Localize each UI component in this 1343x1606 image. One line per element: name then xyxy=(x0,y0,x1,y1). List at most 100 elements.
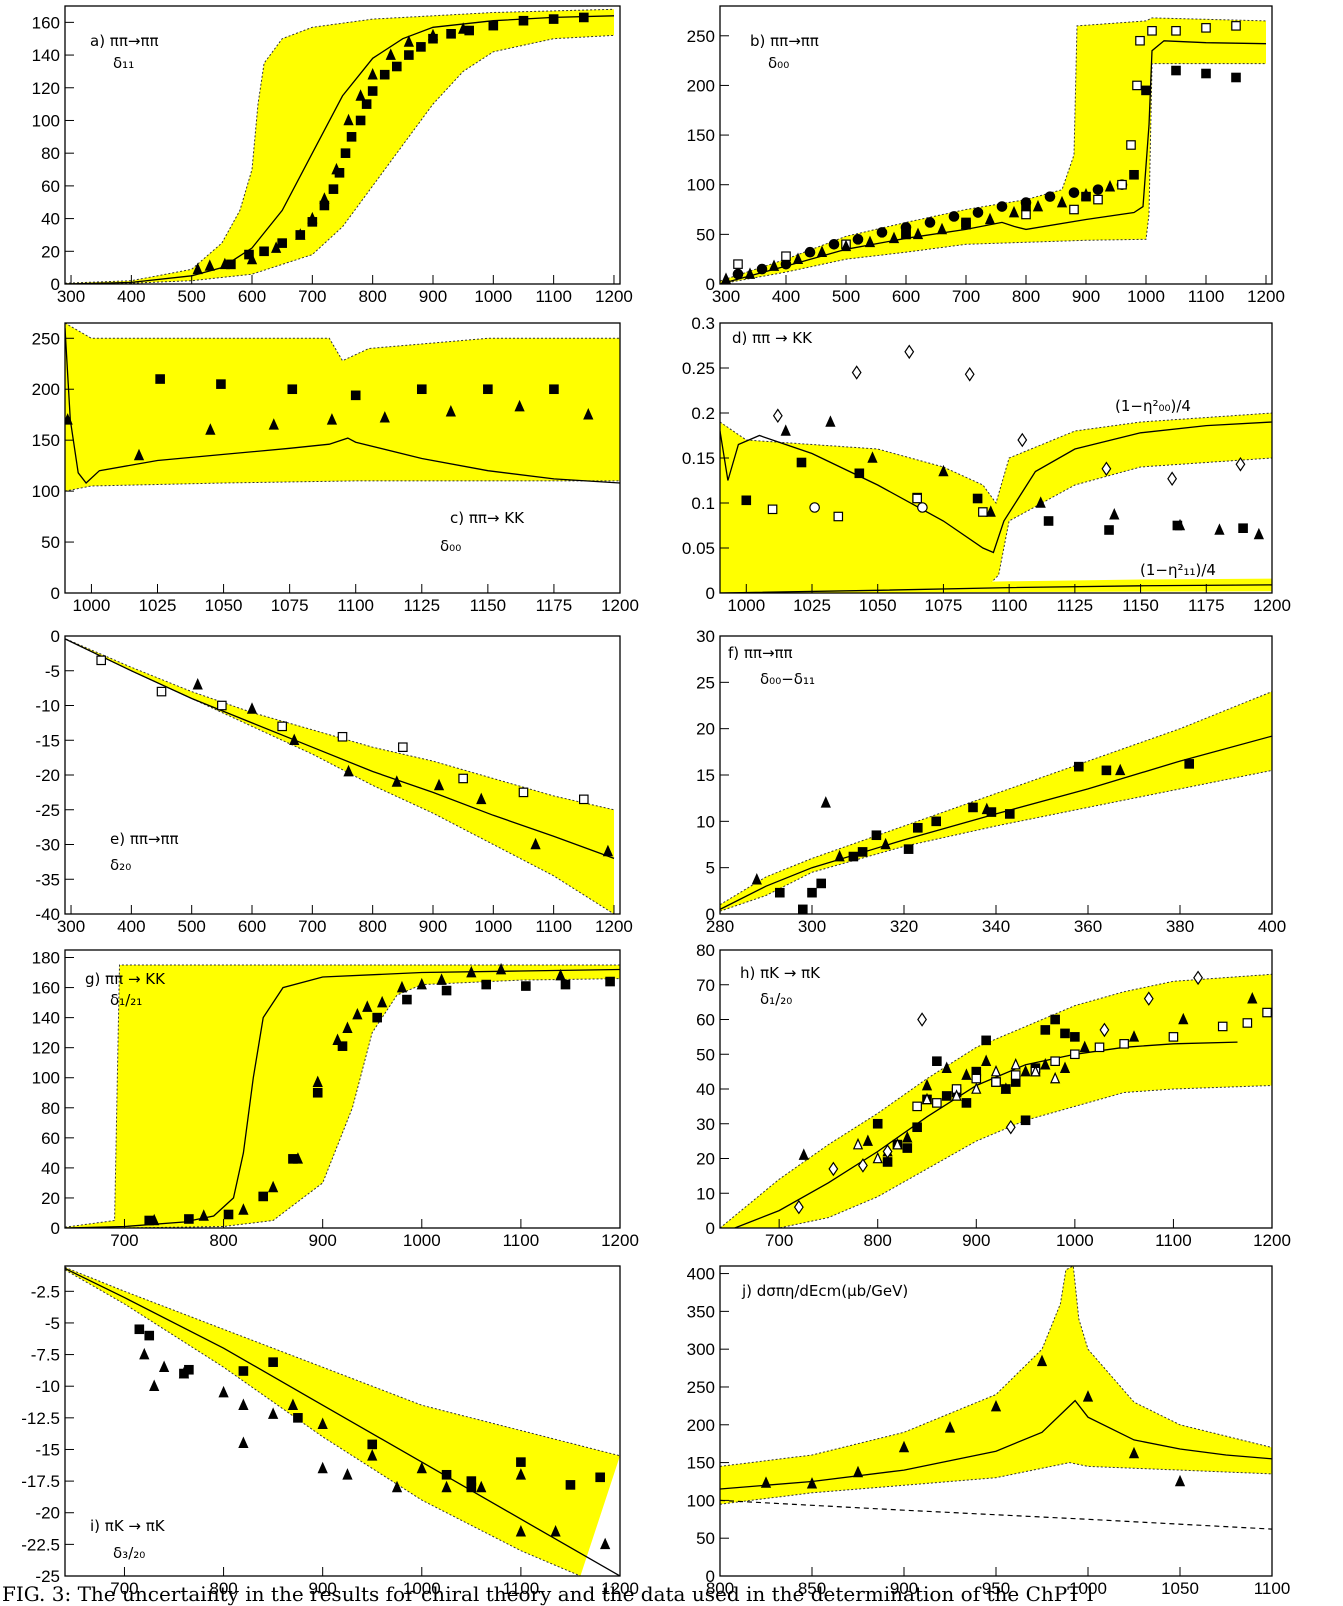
panel-label: a) ππ→ππ xyxy=(90,32,159,50)
uncertainty-band xyxy=(720,1266,1272,1505)
data-point-triangle xyxy=(1082,1390,1094,1402)
data-point-square xyxy=(337,1041,348,1051)
x-tick-label: 1200 xyxy=(601,596,639,615)
y-tick-label: 120 xyxy=(32,79,60,98)
data-point-triangle xyxy=(530,837,541,850)
panel-c: 1000 1025 1050 1075 1100 1125 1150 1175 1200 0 50 1… xyxy=(32,322,639,615)
data-point-open-square xyxy=(1201,23,1211,33)
data-point-triangle xyxy=(343,113,354,126)
x-tick-label: 1000 xyxy=(727,596,765,615)
band-lower-edge xyxy=(720,1462,1272,1505)
panel-label: f) ππ→ππ xyxy=(728,644,793,662)
data-point-open-square xyxy=(398,742,408,752)
data-point-open-triangle xyxy=(852,1137,864,1150)
data-point-square xyxy=(1141,85,1151,96)
data-point-square xyxy=(560,979,571,990)
theory-curve xyxy=(65,638,615,860)
plot-area xyxy=(65,962,620,1228)
data-point-triangle xyxy=(307,211,318,224)
uncertainty-band xyxy=(65,1267,620,1576)
data-point-open-square xyxy=(1231,21,1241,31)
x-tick-label: 1000 xyxy=(1069,1579,1107,1598)
data-point-square xyxy=(416,384,427,395)
data-point-open-square xyxy=(912,1101,922,1112)
data-point-square xyxy=(521,981,531,991)
plot-area xyxy=(720,17,1267,284)
y-tick-label: 60 xyxy=(41,177,60,196)
x-tick-label: 800 xyxy=(1012,287,1040,306)
data-point-open-triangle xyxy=(1050,1071,1061,1084)
data-point-open-diamond xyxy=(1193,970,1203,986)
x-tick-label: 800 xyxy=(358,917,386,936)
data-point-triangle xyxy=(317,1417,328,1429)
data-point-triangle xyxy=(880,837,891,850)
panel-label: d) ππ → KK xyxy=(732,329,813,347)
data-point-square xyxy=(391,61,402,72)
data-point-triangle xyxy=(798,1148,809,1160)
y-tick-label: 40 xyxy=(41,1159,60,1178)
data-point-triangle xyxy=(1040,1057,1051,1070)
y-tick-label: 150 xyxy=(32,431,60,450)
data-point-triangle xyxy=(1008,205,1020,218)
data-point-triangle xyxy=(317,1461,328,1474)
x-tick-label: 1150 xyxy=(470,596,507,615)
data-point-triangle xyxy=(1247,991,1258,1004)
data-point-square xyxy=(1004,809,1015,819)
y-tick-label: -22.5 xyxy=(21,1535,60,1554)
y-tick-label: 0.3 xyxy=(691,314,715,333)
data-point-triangle xyxy=(238,1398,249,1410)
data-point-triangle xyxy=(1115,763,1126,776)
data-point-square xyxy=(797,904,808,914)
y-tick-label: 50 xyxy=(696,1529,715,1548)
data-point-square xyxy=(816,878,826,889)
x-tick-label: 1100 xyxy=(503,1579,540,1598)
data-point-open-square xyxy=(833,511,844,522)
y-tick-label: 250 xyxy=(32,329,60,348)
data-point-triangle xyxy=(295,228,306,240)
x-tick-label: 1100 xyxy=(991,596,1028,615)
data-point-square xyxy=(605,976,615,987)
data-point-square xyxy=(932,1056,942,1066)
data-point-open-square xyxy=(971,1073,982,1084)
y-tick-label: 20 xyxy=(41,1189,60,1208)
data-point-triangle xyxy=(944,1421,956,1433)
x-tick-label: 800 xyxy=(358,287,386,306)
y-tick-label: -12.5 xyxy=(21,1409,60,1428)
data-point-square xyxy=(446,29,456,39)
y-tick-label: 0 xyxy=(51,1219,60,1238)
data-point-circle xyxy=(804,246,816,258)
data-point-square xyxy=(1101,765,1112,776)
data-point-triangle xyxy=(391,1480,403,1493)
x-tick-label: 900 xyxy=(1072,287,1100,306)
data-point-circle xyxy=(852,234,864,245)
data-point-square xyxy=(184,1214,194,1224)
y-tick-label: 0 xyxy=(706,905,715,924)
annotation-lower: (1−η²₁₁)/4 xyxy=(1140,561,1216,579)
data-point-triangle xyxy=(436,973,447,985)
x-tick-label: 1100 xyxy=(337,596,374,615)
data-point-open-triangle xyxy=(872,1151,883,1164)
y-tick-label: 100 xyxy=(687,176,715,195)
data-point-circle xyxy=(756,263,768,275)
y-tick-label: 200 xyxy=(687,76,715,95)
y-tick-label: 150 xyxy=(687,1454,715,1473)
x-tick-label: 1175 xyxy=(1188,596,1225,615)
x-tick-label: 500 xyxy=(177,287,205,306)
x-tick-label: 800 xyxy=(209,1579,237,1598)
data-point-square xyxy=(134,1324,145,1335)
data-point-open-diamond xyxy=(882,1144,893,1159)
data-point-triangle xyxy=(1178,1012,1189,1025)
data-point-square xyxy=(901,229,911,240)
data-point-square xyxy=(466,1482,477,1493)
data-point-circle xyxy=(1044,191,1056,202)
data-point-square xyxy=(548,14,559,24)
panel-sublabel: δ₀₀ xyxy=(440,537,461,555)
x-tick-label: 800 xyxy=(209,1231,237,1250)
x-tick-label: 1000 xyxy=(474,917,512,936)
data-point-open-square xyxy=(1050,1056,1060,1066)
data-point-triangle xyxy=(984,212,996,225)
plot-frame xyxy=(64,1265,621,1577)
data-point-triangle xyxy=(133,448,145,461)
panel-label: i) πK → πK xyxy=(90,1517,166,1535)
x-tick-label: 850 xyxy=(798,1579,826,1598)
